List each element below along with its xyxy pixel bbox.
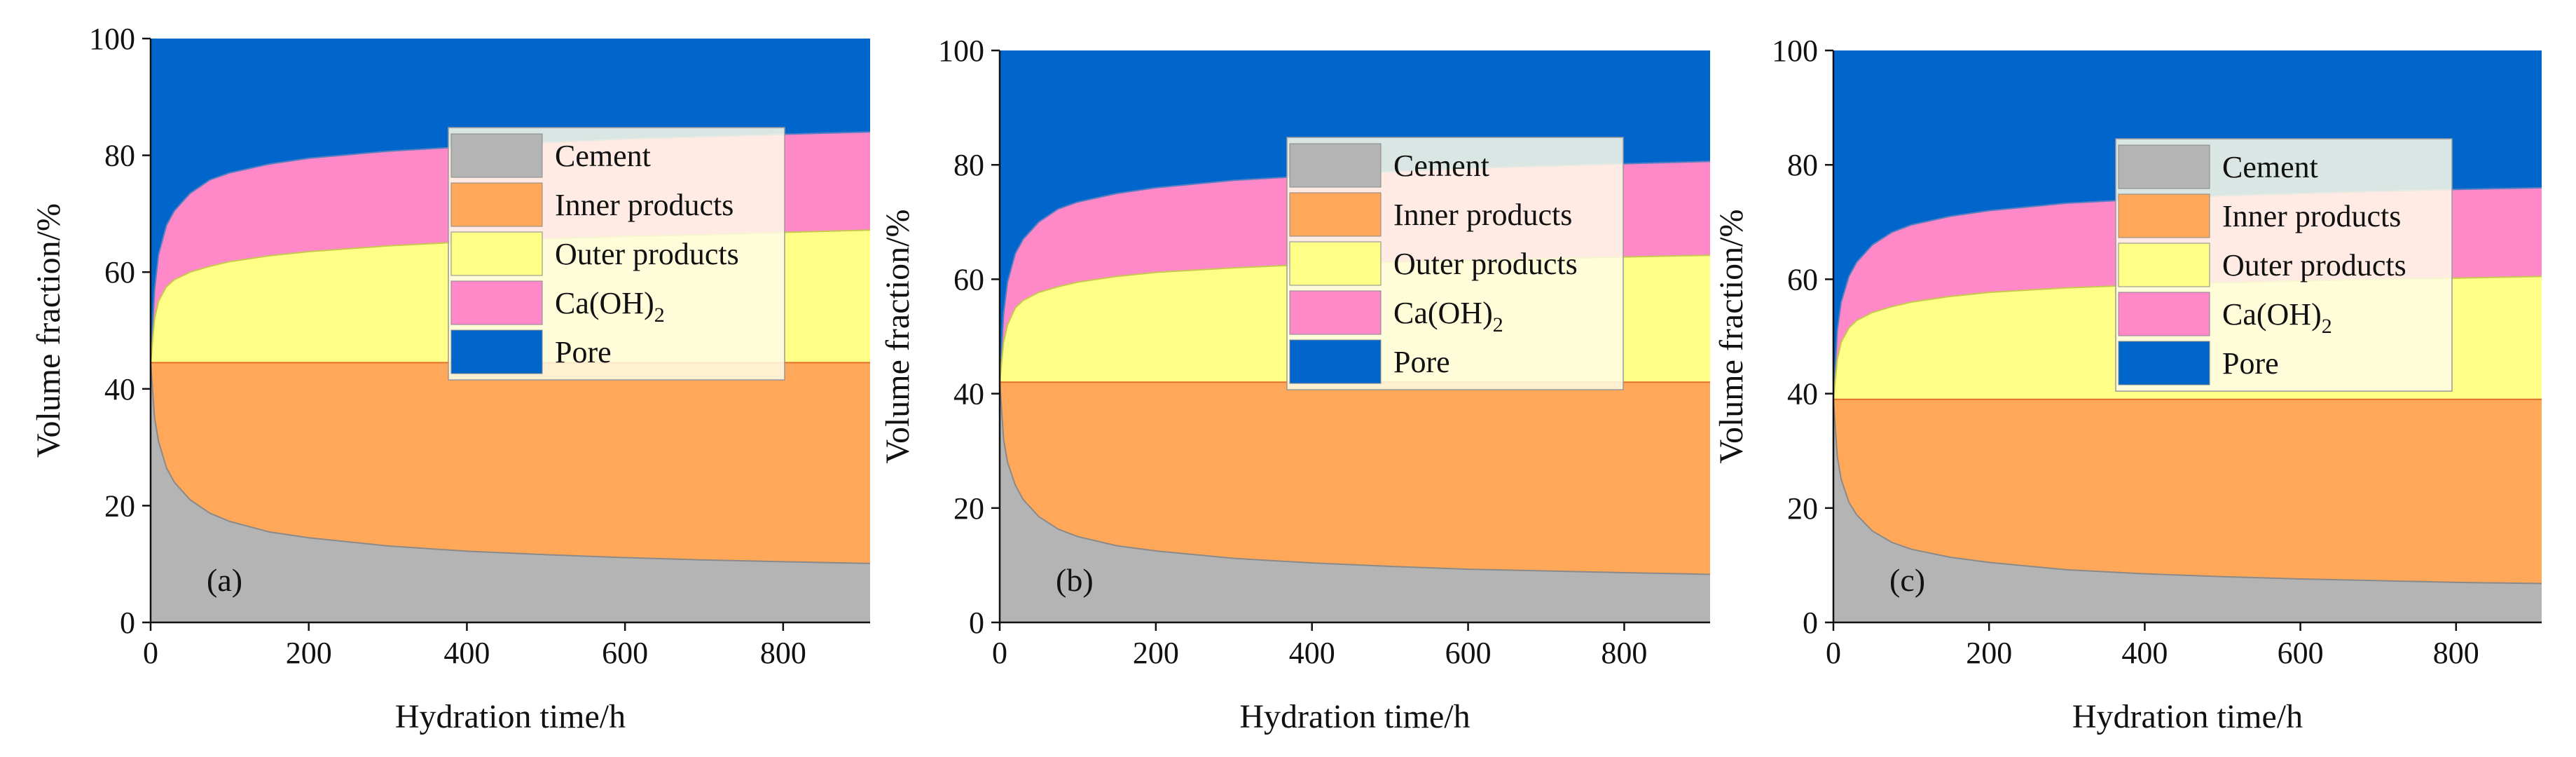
panel-label: (b) [1056, 562, 1094, 598]
area-pore [1000, 50, 1710, 383]
chart-panel-1: 0 20 40 60 80 100 0 200 400 600 800 Hydration time/… [30, 22, 870, 735]
legend-swatch-inner-products [1289, 192, 1382, 237]
area-inner-products [1000, 382, 1710, 575]
legend-swatch-outer-products [1289, 241, 1382, 286]
legend-caoh2-main: Ca(OH) [1393, 296, 1493, 330]
y-tick-label: 20 [104, 489, 135, 523]
legend-swatch-inner-products [2118, 193, 2210, 238]
legend-label-inner-products: Inner products [2222, 199, 2401, 233]
legend-label-cement: Cement [1393, 149, 1489, 183]
y-tick-label: 60 [953, 262, 984, 296]
legend-swatch-cement [1289, 143, 1382, 188]
legend-swatch-pore [1289, 339, 1382, 384]
y-tick-label: 80 [1787, 148, 1818, 182]
x-axis-label: Hydration time/h [1239, 698, 1470, 735]
y-tick-label: 60 [1787, 262, 1818, 296]
legend-caoh2-main: Ca(OH) [2222, 297, 2322, 332]
area-inner-products [151, 362, 870, 564]
y-axis-label: Volume fraction/% [30, 203, 67, 458]
legend-label-pore: Pore [2222, 346, 2279, 381]
x-tick-label: 600 [1445, 636, 1492, 670]
x-tick-label: 400 [2121, 636, 2168, 670]
y-tick-label: 100 [1772, 34, 1818, 68]
chart-panel-3: 0 20 40 60 80 100 0 200 400 600 800 Hydration time/… [1713, 34, 2542, 735]
panel-label: (a) [207, 562, 242, 598]
legend-swatch-cement [2118, 144, 2210, 189]
legend-label-outer-products: Outer products [555, 237, 739, 271]
x-tick-label: 0 [1826, 636, 1841, 670]
x-tick-label: 600 [2278, 636, 2324, 670]
boundary-cement [1833, 399, 2542, 585]
legend-label-cement: Cement [2222, 150, 2318, 184]
panel-label: (c) [1889, 562, 1925, 598]
y-tick-label: 80 [953, 148, 984, 182]
x-tick-label: 200 [286, 636, 332, 670]
y-tick-label: 40 [953, 377, 984, 411]
legend-label-inner-products: Inner products [1393, 198, 1572, 232]
legend-label-pore: Pore [1393, 345, 1450, 379]
y-axis-label: Volume fraction/% [1713, 209, 1750, 463]
y-tick-label: 0 [969, 606, 984, 640]
x-tick-label: 0 [992, 636, 1007, 670]
legend-swatch-pore [2118, 341, 2210, 386]
legend: Cement Inner products Outer products Ca(OH)… [448, 127, 785, 381]
y-tick-label: 40 [104, 372, 135, 407]
x-tick-label: 400 [443, 636, 490, 670]
legend-caoh2-sub: 2 [1493, 313, 1503, 336]
legend-swatch-outer-products [2118, 243, 2210, 287]
legend-label-outer-products: Outer products [2222, 248, 2406, 282]
area-cement [1000, 382, 1710, 622]
area-cement [151, 362, 870, 622]
legend-swatch-caoh2 [2118, 292, 2210, 336]
chart-panel-2: 0 20 40 60 80 100 0 200 400 600 800 Hydration time/… [879, 34, 1710, 735]
area-cement [1833, 399, 2542, 622]
area-pore [151, 39, 870, 363]
legend-label-caoh2: Ca(OH)2 [2222, 297, 2332, 338]
legend-label-outer-products: Outer products [1393, 247, 1578, 281]
x-tick-label: 600 [602, 636, 648, 670]
x-tick-label: 800 [2433, 636, 2479, 670]
y-axis-label: Volume fraction/% [879, 209, 916, 463]
x-axis-label: Hydration time/h [395, 698, 626, 735]
legend-caoh2-sub: 2 [654, 304, 665, 327]
y-tick-label: 40 [1787, 377, 1818, 411]
legend-label-caoh2: Ca(OH)2 [555, 286, 665, 327]
y-tick-label: 60 [104, 255, 135, 289]
x-tick-label: 0 [143, 636, 158, 670]
area-inner-products [1833, 399, 2542, 584]
y-tick-label: 0 [120, 606, 135, 640]
y-tick-label: 20 [953, 491, 984, 526]
boundary-cement [151, 362, 870, 564]
x-tick-label: 800 [760, 636, 806, 670]
y-tick-label: 100 [938, 34, 984, 68]
legend-swatch-cement [450, 133, 543, 178]
legend: Cement Inner products Outer products Ca(OH)… [2115, 138, 2453, 392]
legend-label-cement: Cement [555, 139, 651, 173]
x-tick-label: 200 [1133, 636, 1179, 670]
boundary-cement [1000, 382, 1710, 575]
legend-swatch-caoh2 [1289, 290, 1382, 335]
y-tick-label: 100 [89, 22, 135, 56]
y-tick-label: 20 [1787, 491, 1818, 526]
y-tick-label: 0 [1803, 606, 1818, 640]
x-tick-label: 200 [1966, 636, 2012, 670]
legend-label-inner-products: Inner products [555, 188, 733, 222]
legend-swatch-pore [450, 329, 543, 374]
legend-swatch-caoh2 [450, 280, 543, 325]
legend-label-pore: Pore [555, 335, 612, 369]
area-pore [1833, 50, 2542, 400]
x-tick-label: 400 [1289, 636, 1335, 670]
legend: Cement Inner products Outer products Ca(OH)… [1286, 137, 1624, 390]
legend-swatch-inner-products [450, 182, 543, 227]
x-axis-label: Hydration time/h [2072, 698, 2303, 735]
legend-label-caoh2: Ca(OH)2 [1393, 296, 1503, 336]
legend-caoh2-main: Ca(OH) [555, 286, 654, 320]
x-tick-label: 800 [1601, 636, 1647, 670]
legend-swatch-outer-products [450, 231, 543, 276]
legend-caoh2-sub: 2 [2322, 315, 2332, 338]
y-tick-label: 80 [104, 139, 135, 173]
